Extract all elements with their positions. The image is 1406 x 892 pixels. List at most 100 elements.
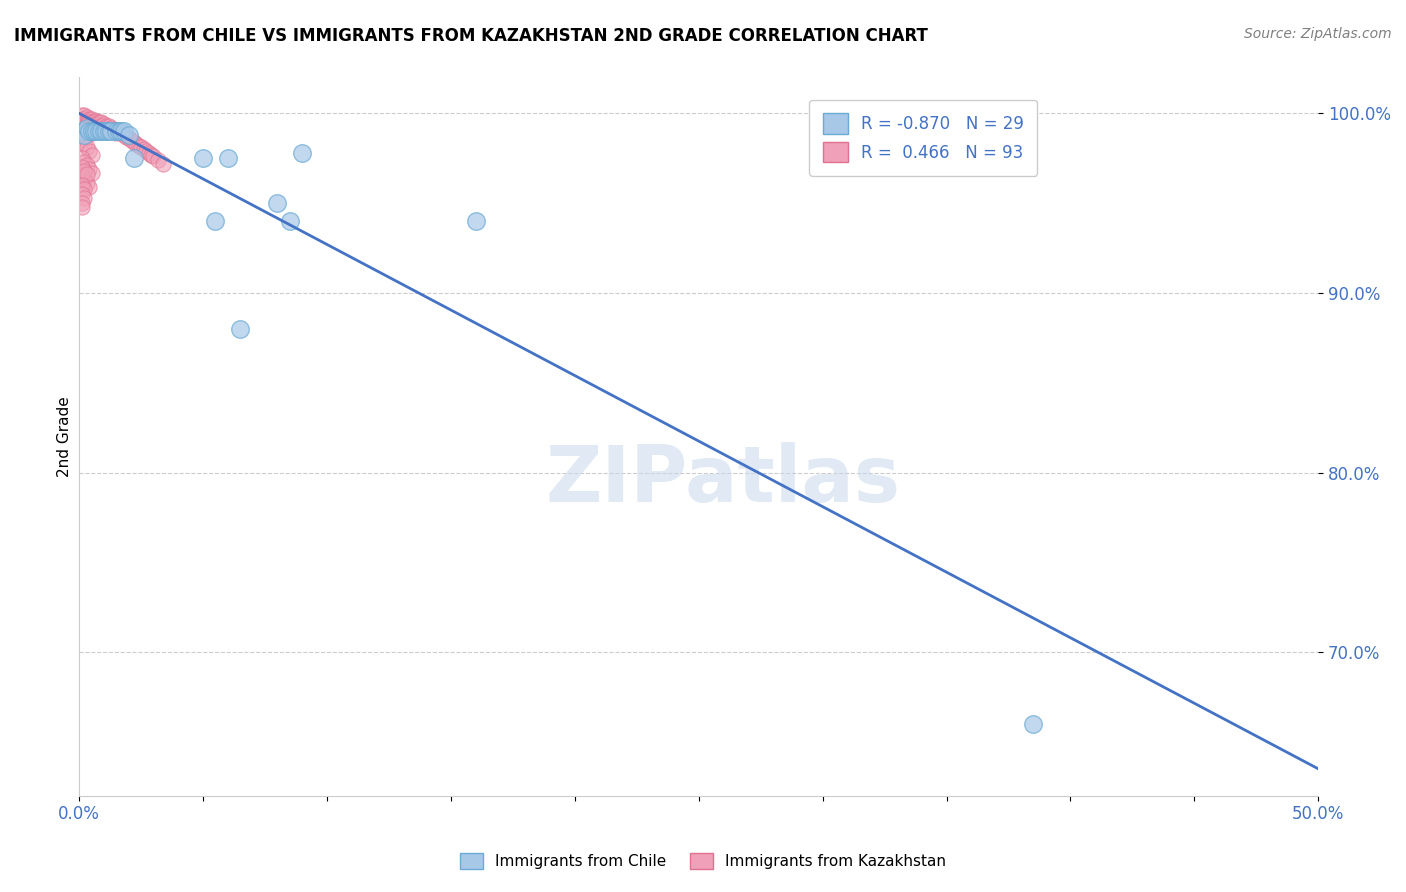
Point [122, 151, 145, 165]
Point [105, 126, 128, 140]
Point [97, 122, 120, 136]
Point [76, 140, 98, 154]
Point [278, 214, 301, 228]
Point [118, 131, 141, 145]
Point [83, 117, 105, 131]
Point [80, 124, 103, 138]
Point [83, 113, 105, 128]
Point [70, 108, 93, 122]
Point [73, 164, 96, 178]
Point [122, 135, 145, 149]
Point [837, 124, 859, 138]
Point [73, 112, 96, 126]
Point [87, 124, 110, 138]
Point [83, 124, 105, 138]
Point [70, 112, 93, 126]
Point [464, 214, 486, 228]
Point [87, 115, 110, 129]
Point [96, 119, 118, 133]
Point [76, 110, 98, 124]
Point [138, 145, 160, 160]
Point [266, 196, 288, 211]
Point [77, 180, 100, 194]
Point [73, 182, 96, 196]
Point [90, 124, 112, 138]
Point [76, 120, 98, 135]
Point [76, 177, 98, 191]
Point [77, 144, 100, 158]
Point [76, 158, 98, 172]
Point [76, 128, 98, 142]
Point [107, 124, 129, 138]
Point [77, 124, 100, 138]
Point [80, 122, 103, 136]
Point [73, 115, 96, 129]
Point [76, 120, 98, 135]
Point [70, 124, 93, 138]
Point [80, 166, 103, 180]
Point [1022, 717, 1045, 731]
Point [112, 124, 135, 138]
Point [70, 200, 93, 214]
Point [77, 126, 100, 140]
Point [90, 119, 112, 133]
Point [76, 117, 98, 131]
Point [103, 122, 125, 136]
Point [152, 156, 174, 170]
Point [97, 124, 120, 138]
Point [93, 117, 115, 131]
Legend: R = -0.870   N = 29, R =  0.466   N = 93: R = -0.870 N = 29, R = 0.466 N = 93 [810, 100, 1038, 176]
Legend: Immigrants from Chile, Immigrants from Kazakhstan: Immigrants from Chile, Immigrants from K… [454, 847, 952, 875]
Point [120, 133, 142, 147]
Point [83, 124, 105, 138]
Point [87, 122, 110, 136]
Point [73, 128, 96, 142]
Point [86, 124, 108, 138]
Point [191, 151, 214, 165]
Point [105, 124, 128, 138]
Text: ZIPatlas: ZIPatlas [546, 442, 901, 517]
Point [93, 120, 115, 135]
Point [105, 122, 128, 136]
Point [135, 144, 157, 158]
Point [115, 129, 138, 144]
Point [70, 169, 93, 184]
Point [70, 119, 93, 133]
Text: IMMIGRANTS FROM CHILE VS IMMIGRANTS FROM KAZAKHSTAN 2ND GRADE CORRELATION CHART: IMMIGRANTS FROM CHILE VS IMMIGRANTS FROM… [14, 27, 928, 45]
Point [80, 147, 103, 161]
Point [73, 124, 96, 138]
Point [97, 119, 120, 133]
Point [77, 115, 100, 129]
Point [96, 124, 118, 138]
Point [229, 322, 252, 336]
Point [100, 124, 122, 138]
Point [93, 124, 115, 138]
Point [73, 173, 96, 187]
Point [87, 119, 110, 133]
Point [77, 119, 100, 133]
Point [70, 124, 93, 138]
Y-axis label: 2nd Grade: 2nd Grade [58, 396, 72, 477]
Point [100, 120, 122, 135]
Point [76, 113, 98, 128]
Point [86, 120, 108, 135]
Point [125, 136, 148, 151]
Point [118, 128, 141, 142]
Point [142, 149, 165, 163]
Point [73, 154, 96, 169]
Point [80, 115, 103, 129]
Point [77, 122, 100, 136]
Point [93, 124, 115, 138]
Point [73, 119, 96, 133]
Point [100, 124, 122, 138]
Point [77, 112, 100, 126]
Text: Source: ZipAtlas.com: Source: ZipAtlas.com [1244, 27, 1392, 41]
Point [217, 151, 239, 165]
Point [80, 112, 103, 126]
Point [80, 126, 103, 140]
Point [128, 138, 150, 153]
Point [132, 142, 155, 156]
Point [73, 136, 96, 151]
Point [204, 214, 226, 228]
Point [70, 160, 93, 174]
